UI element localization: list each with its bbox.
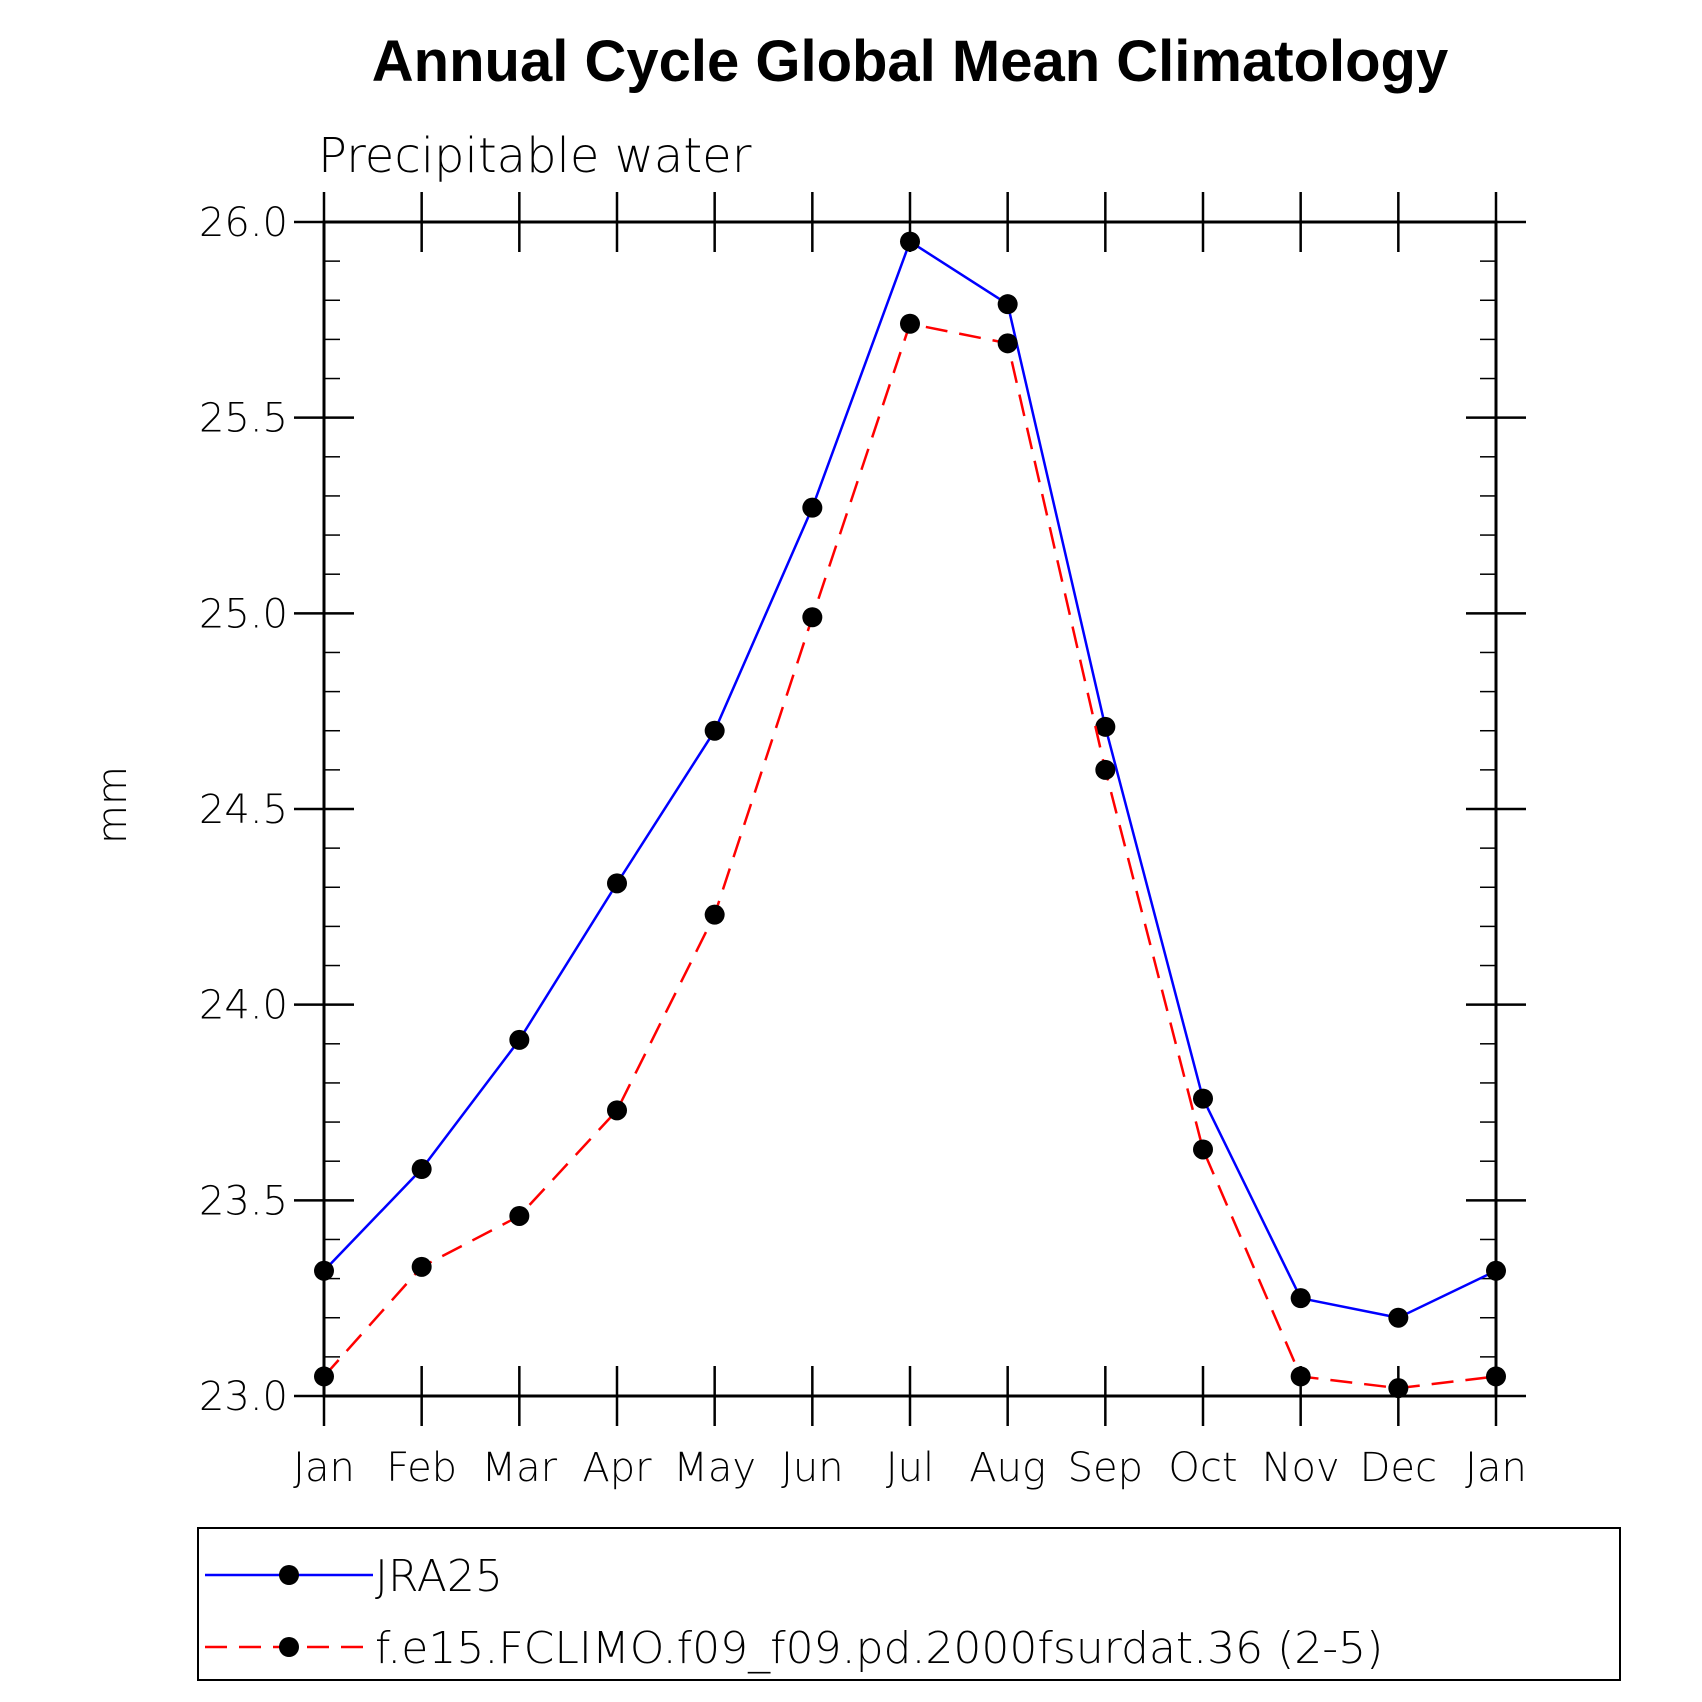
plot-frame [322,220,1498,1398]
x-tick-label: Apr [582,1445,652,1491]
y-tick-label: 23.5 [199,1178,288,1224]
series-0-point [1486,1260,1506,1281]
x-tick-label: Sep [1068,1445,1143,1491]
series-1-point [411,1256,432,1277]
y-axis-label: mm [90,766,136,844]
series-1-point [1486,1366,1506,1387]
series-1-point [704,904,725,925]
series-1-point [1290,1366,1311,1387]
x-tick-label: Aug [969,1445,1046,1491]
x-tick-label: Nov [1262,1445,1340,1491]
x-tick-label: May [673,1445,756,1491]
x-tick-label: Jan [293,1445,355,1491]
legend-marker-1 [279,1637,299,1657]
legend-label-0: JRA25 [375,1551,503,1602]
series-1-point [997,333,1018,354]
chart-subtitle: Precipitable water [318,128,752,184]
series-0-point [1095,716,1116,737]
series-1-point [509,1205,530,1226]
chart-title: Annual Cycle Global Mean Climatology [371,29,1449,94]
y-tick-label: 25.5 [199,396,288,442]
x-tick-label: Dec [1360,1445,1437,1491]
series-line-1 [323,322,1497,1390]
series-1-point [1095,759,1116,780]
x-tick-label: Jan [1465,1445,1527,1491]
series-1-point [1193,1139,1213,1160]
legend-label-1: f.e15.FCLIMO.f09_f09.pd.2000fsurdat.36 (… [375,1623,1383,1674]
series-0-point [1388,1307,1409,1328]
x-tick-label: Oct [1168,1445,1237,1491]
legend-box [197,1527,1621,1681]
y-tick-label: 26.0 [199,200,288,246]
series-line-0 [323,239,1497,1320]
series-0-point [900,231,920,252]
series-1-point [802,607,823,628]
series-1-point [1388,1378,1409,1399]
series-0-point [802,497,823,518]
series-0-point [411,1159,432,1180]
x-tick-label: Jul [886,1445,934,1491]
series-0-point [509,1029,530,1050]
series-0-point [997,294,1018,315]
x-tick-label: Jun [781,1445,844,1491]
y-tick-label: 24.0 [199,983,288,1029]
y-tick-label: 24.5 [199,787,288,833]
y-tick-label: 23.0 [199,1374,288,1420]
series-1-point [314,1366,334,1387]
x-tick-label: Feb [386,1445,457,1491]
y-tick-label: 25.0 [199,591,288,637]
series-0-point [704,720,725,741]
series-0-point [1290,1288,1311,1309]
series-0-point [1193,1088,1213,1109]
x-tick-label: Mar [482,1445,558,1491]
series-0-point [314,1260,334,1281]
series-0-point [607,873,627,894]
series-1-point [607,1100,627,1121]
legend-marker-0 [279,1565,299,1585]
series-1-point [900,313,920,334]
